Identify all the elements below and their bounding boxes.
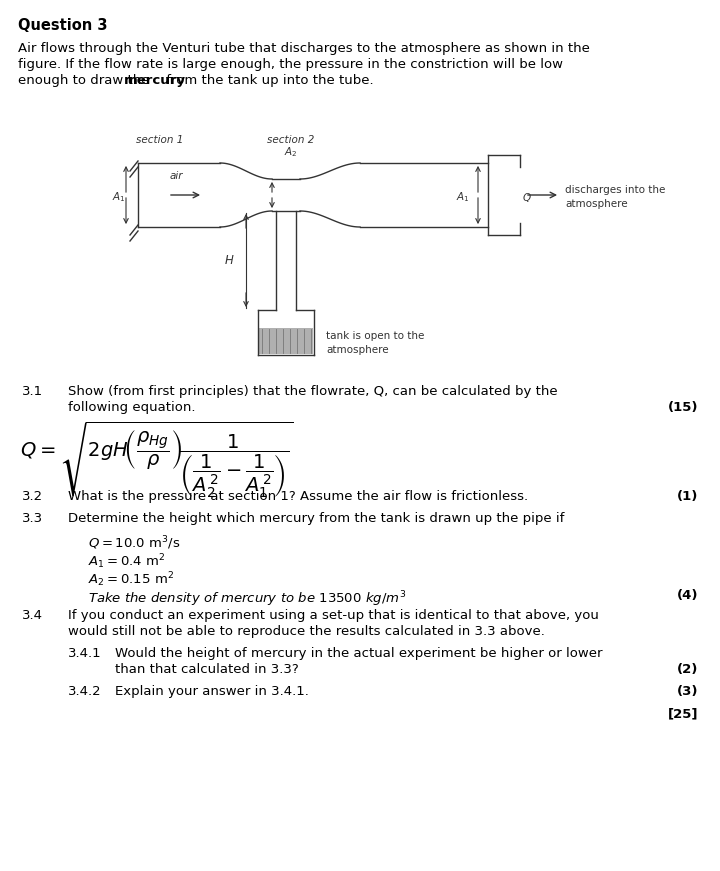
Text: What is the pressure at section 1? Assume the air flow is frictionless.: What is the pressure at section 1? Assum… bbox=[68, 490, 528, 503]
Text: from the tank up into the tube.: from the tank up into the tube. bbox=[162, 74, 374, 87]
Text: enough to draw the: enough to draw the bbox=[18, 74, 154, 87]
Text: discharges into the: discharges into the bbox=[565, 185, 665, 195]
Text: (15): (15) bbox=[667, 401, 698, 414]
Text: $A_1$: $A_1$ bbox=[112, 190, 125, 204]
Text: than that calculated in 3.3?: than that calculated in 3.3? bbox=[115, 663, 299, 676]
Text: If you conduct an experiment using a set-up that is identical to that above, you: If you conduct an experiment using a set… bbox=[68, 609, 599, 622]
Text: $A_2$: $A_2$ bbox=[284, 145, 297, 159]
Text: $Q$: $Q$ bbox=[522, 191, 532, 204]
Text: section 2: section 2 bbox=[267, 135, 315, 145]
Text: $A_1$: $A_1$ bbox=[456, 190, 469, 204]
Text: 3.3: 3.3 bbox=[22, 512, 43, 525]
Text: Determine the height which mercury from the tank is drawn up the pipe if: Determine the height which mercury from … bbox=[68, 512, 564, 525]
Text: Question 3: Question 3 bbox=[18, 18, 107, 33]
Text: 3.2: 3.2 bbox=[22, 490, 43, 503]
Text: air: air bbox=[170, 171, 184, 181]
Text: would still not be able to reproduce the results calculated in 3.3 above.: would still not be able to reproduce the… bbox=[68, 625, 545, 638]
Text: $A_1 = 0.4\ \mathrm{m^2}$: $A_1 = 0.4\ \mathrm{m^2}$ bbox=[88, 552, 166, 571]
Text: atmosphere: atmosphere bbox=[326, 345, 389, 355]
Text: Would the height of mercury in the actual experiment be higher or lower: Would the height of mercury in the actua… bbox=[115, 647, 603, 660]
Text: (4): (4) bbox=[677, 589, 698, 602]
Text: [25]: [25] bbox=[667, 707, 698, 720]
Text: 3.4: 3.4 bbox=[22, 609, 43, 622]
Text: H: H bbox=[225, 254, 234, 267]
Text: section 1: section 1 bbox=[136, 135, 184, 145]
Text: $Q = 10.0\ \mathrm{m^3/s}$: $Q = 10.0\ \mathrm{m^3/s}$ bbox=[88, 534, 181, 551]
Text: (1): (1) bbox=[677, 490, 698, 503]
Text: $A_2 = 0.15\ \mathrm{m^2}$: $A_2 = 0.15\ \mathrm{m^2}$ bbox=[88, 570, 174, 589]
Text: $\mathit{Take\ the\ density\ of\ mercury\ to\ be\ 13500\ kg/m^3}$: $\mathit{Take\ the\ density\ of\ mercury… bbox=[88, 589, 406, 609]
Bar bbox=[259, 328, 313, 354]
Text: 3.4.1: 3.4.1 bbox=[68, 647, 102, 660]
Text: (3): (3) bbox=[677, 685, 698, 698]
Text: Explain your answer in 3.4.1.: Explain your answer in 3.4.1. bbox=[115, 685, 309, 698]
Text: tank is open to the: tank is open to the bbox=[326, 331, 424, 341]
Text: following equation.: following equation. bbox=[68, 401, 196, 414]
Text: figure. If the flow rate is large enough, the pressure in the constriction will : figure. If the flow rate is large enough… bbox=[18, 58, 563, 71]
Text: Show (from first principles) that the flowrate, Q, can be calculated by the: Show (from first principles) that the fl… bbox=[68, 385, 557, 398]
Text: Air flows through the Venturi tube that discharges to the atmosphere as shown in: Air flows through the Venturi tube that … bbox=[18, 42, 590, 55]
Text: 3.1: 3.1 bbox=[22, 385, 43, 398]
Text: atmosphere: atmosphere bbox=[565, 199, 628, 209]
Text: (2): (2) bbox=[677, 663, 698, 676]
Text: 3.4.2: 3.4.2 bbox=[68, 685, 102, 698]
Text: $Q = \sqrt{2gH\!\left(\dfrac{\rho_{Hg}}{\rho}\right)\!\dfrac{1}{\left(\dfrac{1}{: $Q = \sqrt{2gH\!\left(\dfrac{\rho_{Hg}}{… bbox=[20, 420, 294, 501]
Text: mercury: mercury bbox=[123, 74, 186, 87]
